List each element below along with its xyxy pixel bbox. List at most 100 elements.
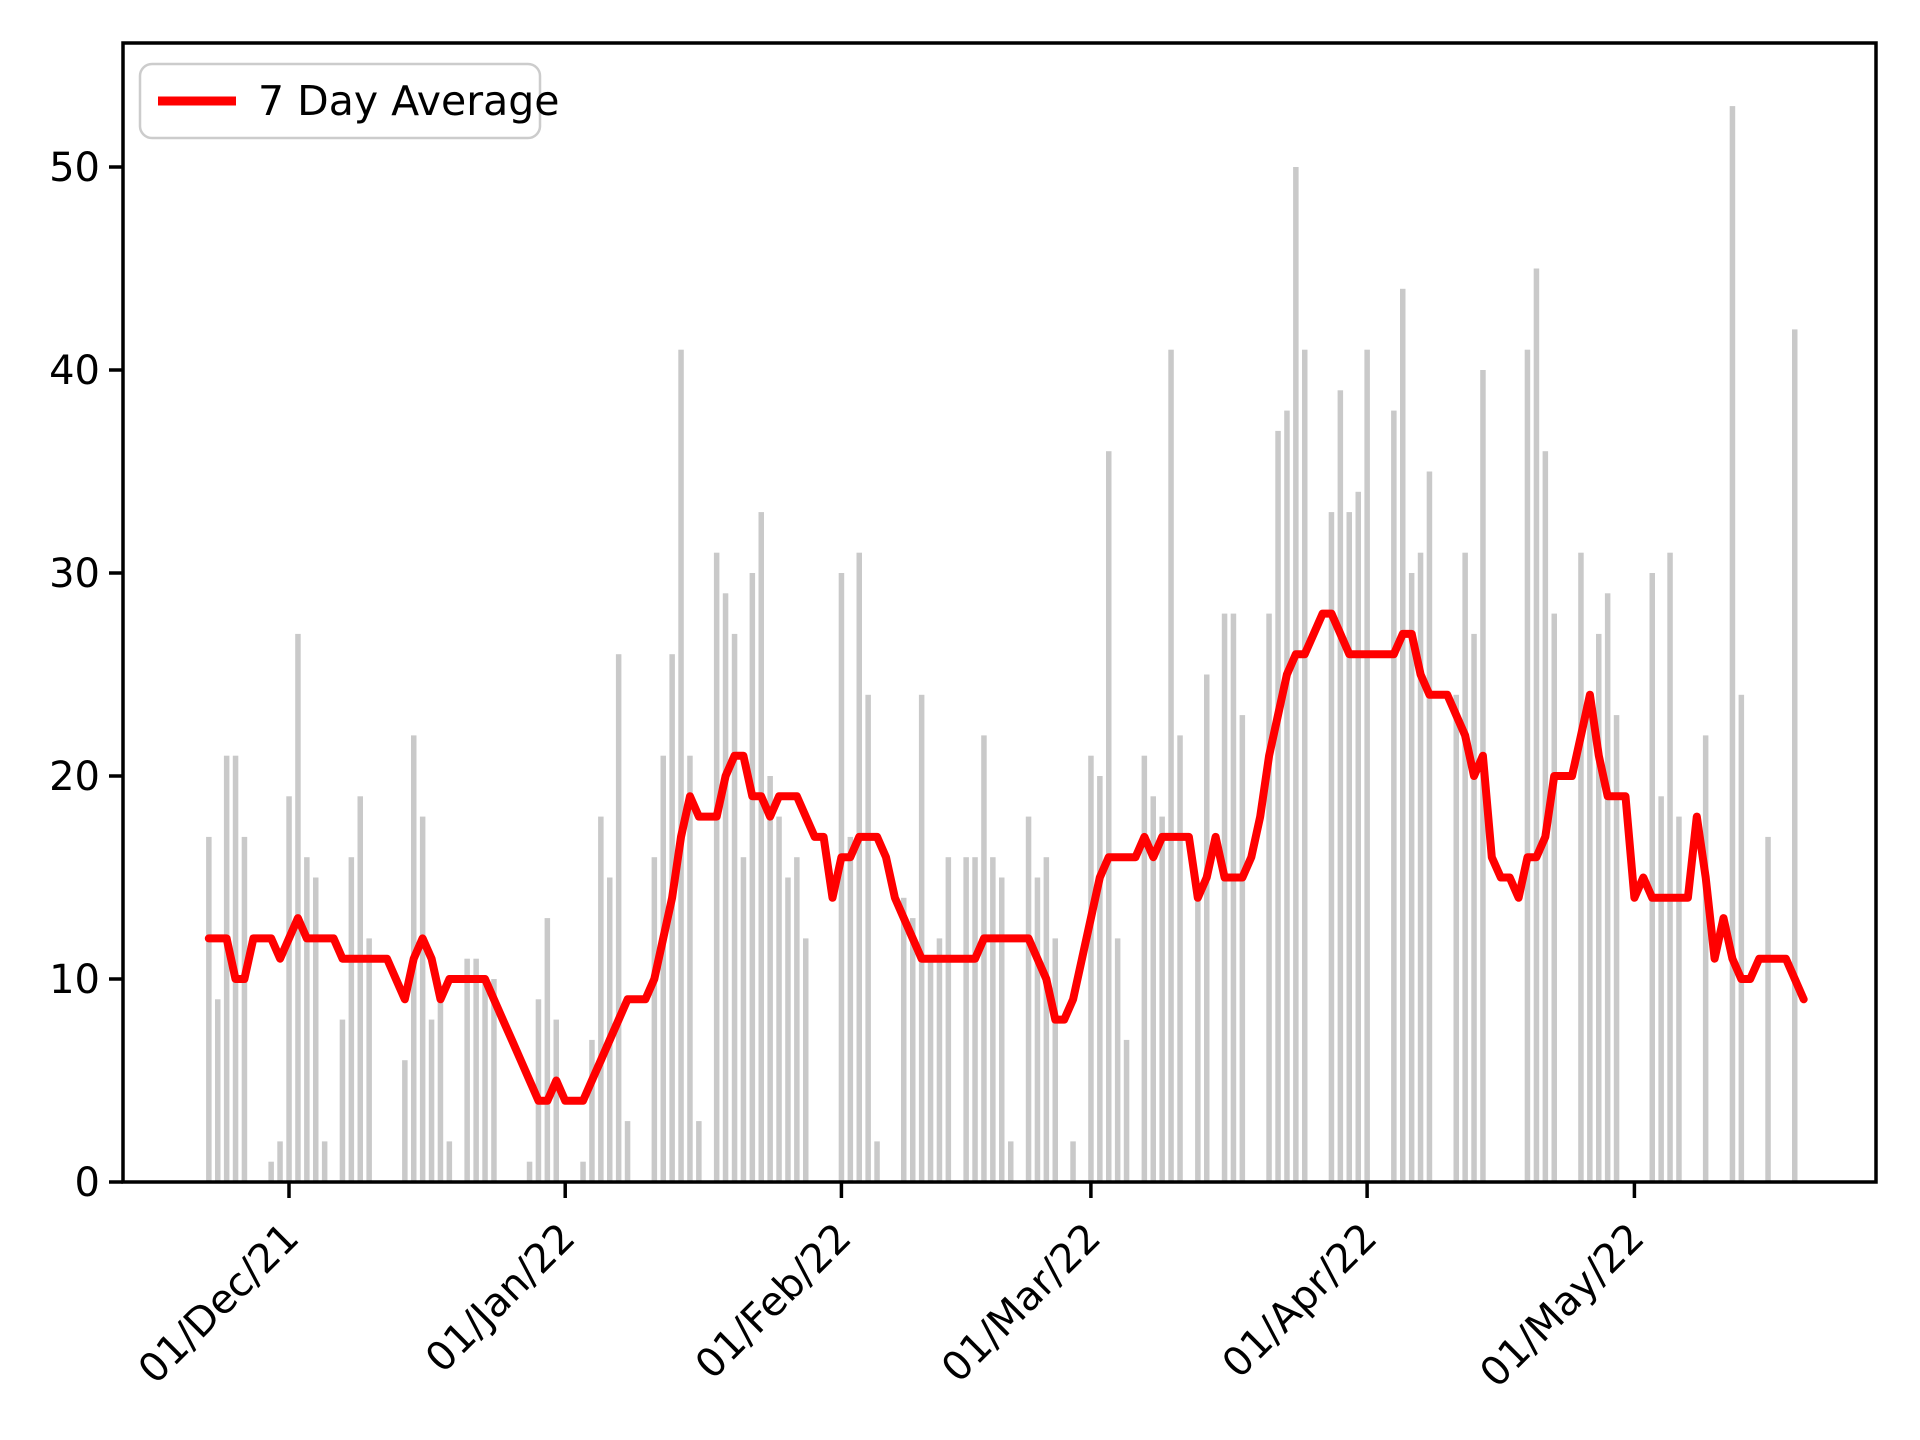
bar [1230,613,1237,1182]
bar [491,979,497,1182]
bar [713,552,720,1182]
bar [277,1141,283,1182]
bar [1702,735,1709,1182]
bar [580,1161,586,1182]
legend-label: 7 Day Average [258,77,559,125]
bar [1346,512,1352,1182]
bar [313,877,319,1182]
legend-box [138,62,542,140]
bar [1088,755,1094,1182]
x-tick-label: 01/Jan/22 [417,1215,584,1382]
bar [990,857,996,1182]
bar [1408,573,1415,1182]
bar [660,755,666,1182]
bar [1578,552,1584,1182]
bar [357,796,363,1182]
bar [1738,694,1745,1182]
bar [553,1019,559,1182]
bar [651,857,658,1182]
bar [776,816,782,1182]
bar [696,1121,702,1182]
bar [927,958,934,1182]
bar [1141,755,1148,1182]
bar [1195,897,1201,1182]
bar [1462,552,1468,1182]
bar [1293,167,1299,1182]
bar [1613,715,1620,1182]
bar [241,836,248,1182]
bar [1765,836,1771,1182]
bar [767,776,773,1182]
bar [936,938,943,1182]
bar [473,958,479,1182]
bar [1551,613,1557,1182]
bar [1168,349,1174,1182]
bar [1596,633,1602,1182]
bar [1417,552,1424,1182]
legend: 7 Day Average [138,62,559,140]
bar [1284,410,1290,1183]
bar [339,1019,346,1182]
bar [295,633,301,1182]
x-axis-ticks [287,1182,1637,1198]
bar [607,877,613,1182]
bar [1667,552,1673,1182]
bar [1337,390,1344,1182]
bar [1177,735,1183,1182]
x-tick-label: 01/Apr/22 [1214,1215,1387,1388]
bar [223,755,230,1182]
bar [847,836,854,1182]
bar [402,1060,408,1182]
bar [910,918,916,1182]
bar [758,512,764,1182]
bar [1364,349,1370,1182]
bar [1008,1141,1014,1182]
plot-area [121,41,1878,1184]
bar [972,857,978,1182]
bar [615,654,622,1182]
bar [1524,349,1531,1182]
bar [428,1019,435,1182]
bar [1400,288,1406,1182]
bar [286,796,292,1182]
bar [918,694,925,1182]
bar [1150,796,1156,1182]
bar [598,816,604,1182]
y-tick-label: 10 [49,957,100,1003]
bar [1070,1141,1076,1182]
x-tick-label: 01/Feb/22 [687,1215,861,1389]
bar [687,755,693,1182]
bar [1043,857,1050,1182]
bar [526,1161,533,1182]
x-tick-label: 01/Dec/21 [130,1215,308,1393]
bar [1221,613,1228,1182]
bar [1533,268,1540,1182]
bar [419,816,426,1182]
bar [794,857,800,1182]
bar [1604,593,1611,1182]
bar [838,573,845,1182]
bar [749,573,756,1182]
x-tick-label: 01/May/22 [1471,1215,1653,1397]
y-tick-label: 50 [49,145,100,191]
y-axis-ticks [109,165,123,1184]
bar [1034,877,1041,1182]
bar [1355,491,1361,1182]
bar [874,1141,880,1182]
bar [482,979,488,1182]
bar [1097,776,1103,1182]
bar [446,1141,453,1182]
bar [1658,796,1664,1182]
bar [999,877,1005,1182]
x-tick-label: 01/Mar/22 [933,1215,1110,1392]
bar [1471,633,1477,1182]
bar [963,857,969,1182]
bar [1159,816,1165,1182]
bar [366,938,372,1182]
bar [464,958,470,1182]
y-axis-tick-labels: 0 10 20 30 40 50 [49,145,100,1206]
y-tick-label: 40 [49,348,100,394]
bar [785,877,791,1182]
bar [1025,816,1032,1182]
